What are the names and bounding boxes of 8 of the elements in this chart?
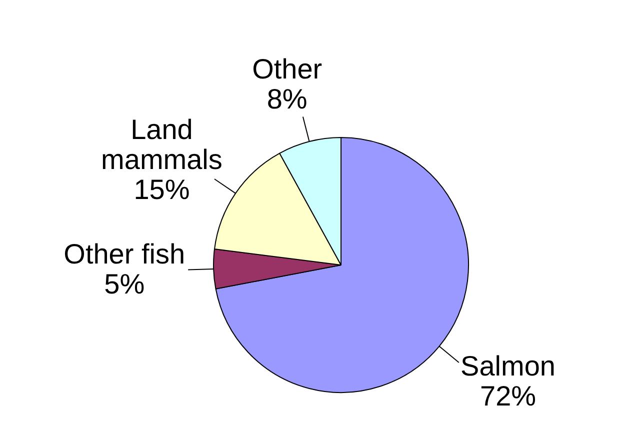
data-label: 5% — [104, 268, 145, 300]
slice-label: Other — [252, 54, 322, 85]
slice-label: Other fish — [64, 238, 186, 270]
data-label: 72% — [480, 380, 536, 412]
data-label: 8% — [266, 84, 308, 115]
slice-label: Salmon — [460, 350, 556, 382]
slice-label: Land mammals — [101, 114, 222, 175]
data-label: 15% — [134, 174, 190, 205]
